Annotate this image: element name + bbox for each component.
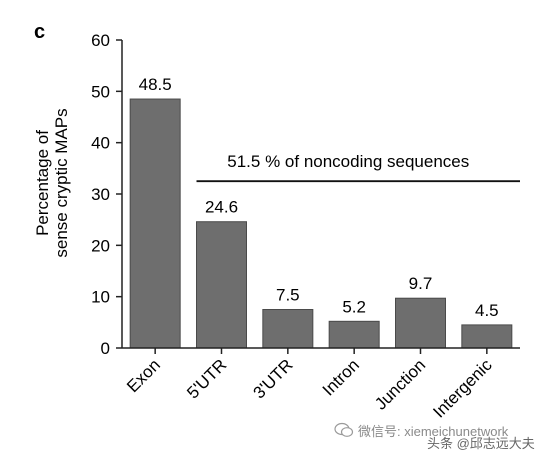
bar (262, 309, 314, 349)
bar (129, 98, 181, 349)
y-tick-label: 40 (91, 134, 110, 153)
bar-value-label: 7.5 (276, 286, 300, 305)
y-axis-label-line-2: sense cryptic MAPs (52, 108, 71, 257)
bars (129, 98, 513, 349)
y-axis-ticks: 0 10 20 30 40 50 60 (91, 31, 122, 358)
x-tick-label: Intron (319, 355, 363, 399)
x-tick-label: 3'UTR (250, 355, 297, 402)
y-axis-label: Percentage of sense cryptic MAPs (33, 108, 71, 257)
bar (196, 221, 247, 349)
bar-value-label: 9.7 (409, 274, 433, 293)
bar (395, 297, 446, 349)
bar-value-label: 4.5 (475, 301, 499, 320)
annotation-text: 51.5 % of noncoding sequences (227, 152, 469, 171)
bar-value-label: 48.5 (139, 75, 172, 94)
y-tick-label: 50 (91, 82, 110, 101)
y-axis-label-line-1: Percentage of (33, 130, 52, 236)
y-tick-label: 20 (91, 236, 110, 255)
y-tick-label: 0 (101, 339, 110, 358)
wechat-icon (334, 422, 354, 437)
x-axis-tick-labels: Exon 5'UTR 3'UTR Intron Junction Intergenic (123, 348, 496, 422)
bar (328, 320, 380, 349)
x-tick-label: Junction (371, 355, 429, 413)
y-tick-label: 10 (91, 288, 110, 307)
x-tick-label: Exon (123, 355, 164, 396)
bar-value-label: 5.2 (342, 297, 366, 316)
value-labels: 48.5 24.6 7.5 5.2 9.7 4.5 (139, 75, 499, 320)
x-tick-label: 5'UTR (183, 355, 230, 402)
bar-value-label: 24.6 (205, 198, 238, 217)
panel-label: c (34, 21, 45, 43)
bar (461, 324, 513, 349)
x-tick-label: Intergenic (429, 355, 496, 422)
y-tick-label: 30 (91, 185, 110, 204)
watermark-wechat: 微信号: xiemeichunetwork (358, 424, 509, 439)
y-tick-label: 60 (91, 31, 110, 50)
watermark-toutiao: 头条 @邱志远大夫 (427, 436, 535, 451)
